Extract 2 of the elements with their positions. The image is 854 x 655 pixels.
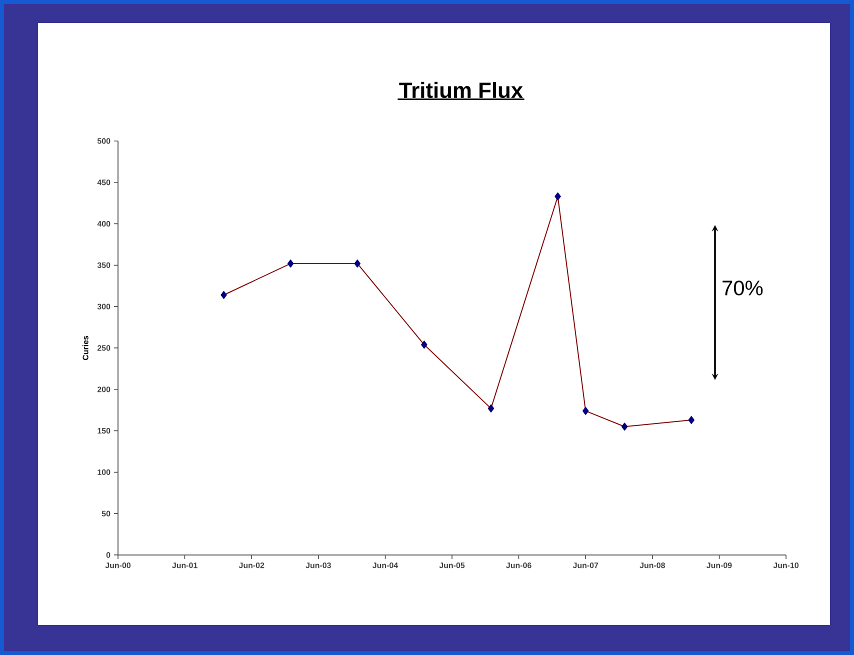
- annotation: 70%: [722, 280, 763, 296]
- chart-title: Tritium Flux: [399, 82, 523, 98]
